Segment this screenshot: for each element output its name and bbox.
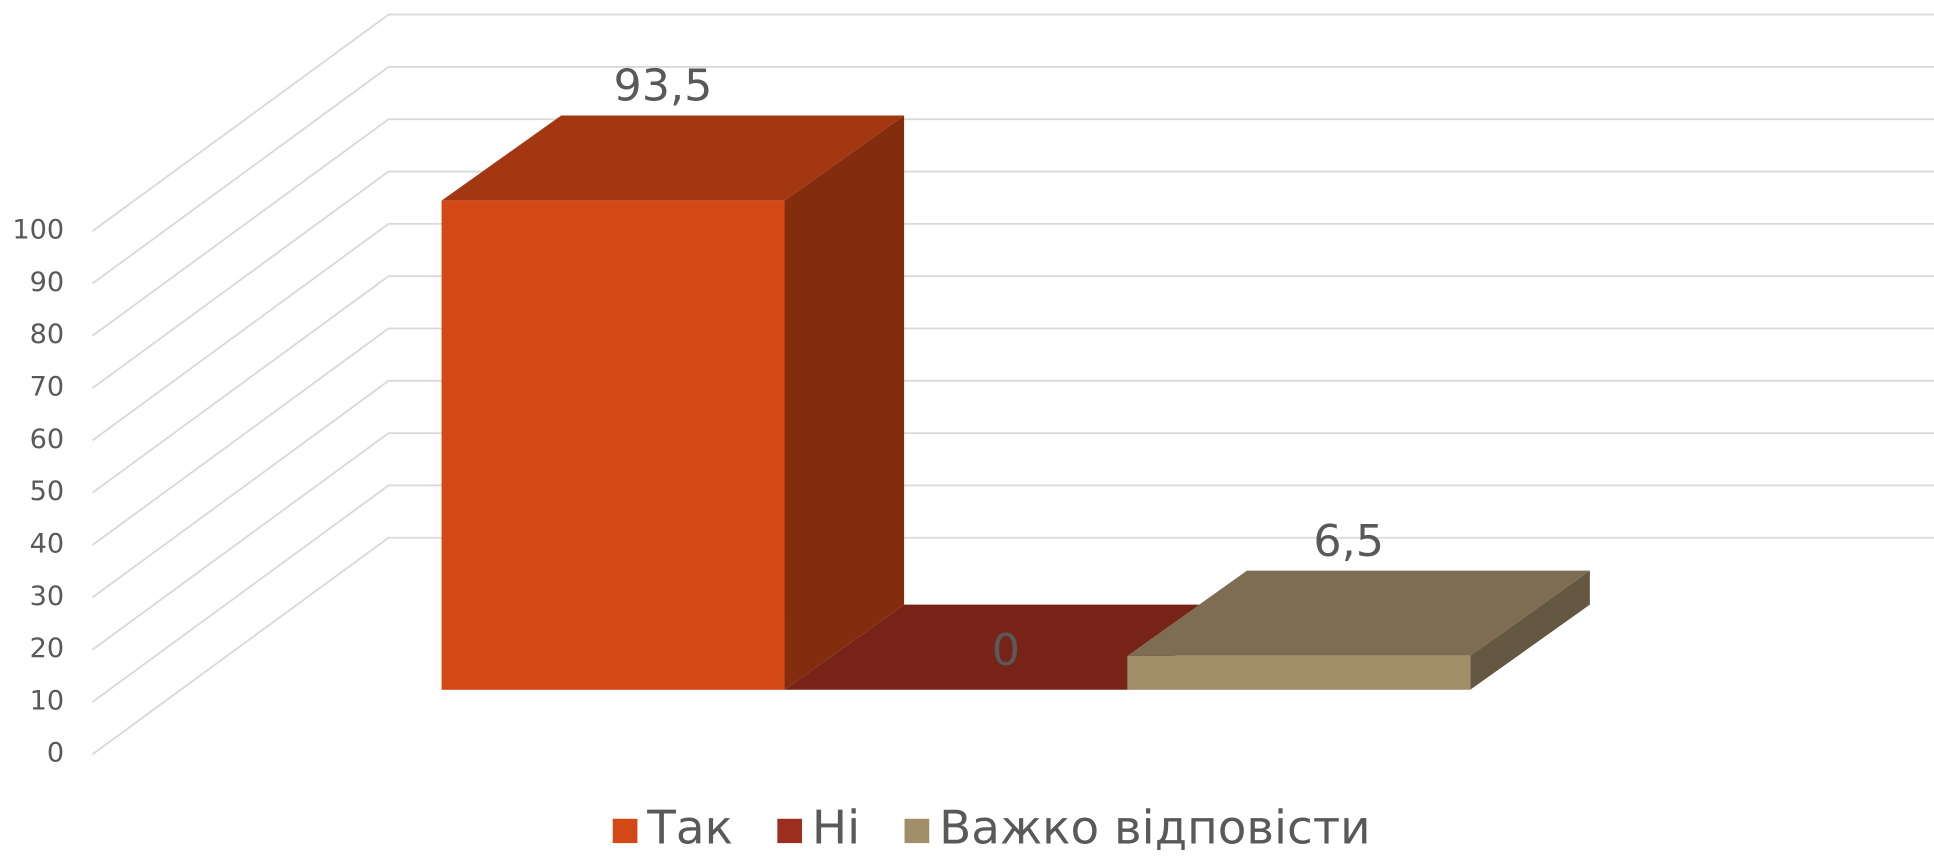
bar-side xyxy=(784,115,905,690)
value-label: 0 xyxy=(992,626,1020,677)
grid-line xyxy=(91,379,1934,599)
grid-line xyxy=(91,536,1934,756)
legend-label: Ні xyxy=(812,801,860,855)
grid-line xyxy=(91,66,1934,285)
legend-label: Так xyxy=(646,801,733,855)
legend-swatch xyxy=(777,818,803,844)
value-label: 93,5 xyxy=(614,61,713,112)
grid-line xyxy=(91,222,1934,442)
grid-line xyxy=(91,484,1934,703)
bar-top xyxy=(1127,570,1590,656)
value-label: 6,5 xyxy=(1313,516,1384,567)
legend-label: Важко відповісти xyxy=(939,801,1370,855)
y-tick-label: 0 xyxy=(47,738,64,769)
y-tick-label: 80 xyxy=(30,319,65,350)
bar-front xyxy=(441,200,785,690)
y-tick-label: 70 xyxy=(30,372,65,403)
grid-line xyxy=(91,327,1934,546)
grid-line xyxy=(91,432,1934,651)
y-tick-label: 10 xyxy=(30,686,65,717)
grid-line xyxy=(91,118,1934,337)
grid-line xyxy=(91,275,1934,494)
bar-side xyxy=(1470,570,1590,690)
bar-front xyxy=(1127,655,1471,690)
grid-line xyxy=(91,170,1934,389)
legend-swatch xyxy=(612,818,638,844)
y-tick-label: 60 xyxy=(30,424,65,455)
y-tick-label: 100 xyxy=(12,215,64,246)
legend-swatch xyxy=(904,818,930,844)
y-tick-label: 20 xyxy=(30,633,65,664)
y-tick-label: 90 xyxy=(30,267,65,298)
bar-top xyxy=(441,115,905,201)
y-tick-label: 50 xyxy=(30,476,65,507)
y-tick-label: 40 xyxy=(30,529,65,560)
y-tick-label: 30 xyxy=(30,581,65,612)
grid-line xyxy=(91,13,1934,232)
